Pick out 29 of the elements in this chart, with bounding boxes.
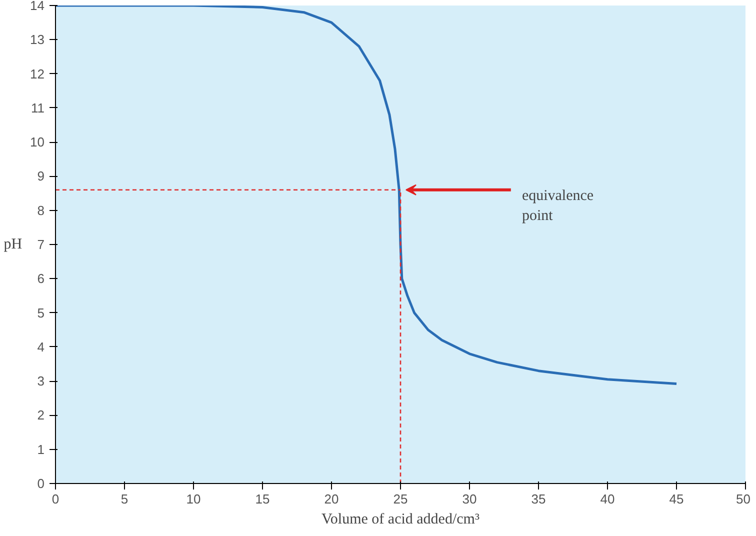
y-tick-label: 11 xyxy=(31,100,45,116)
y-tick-label: 4 xyxy=(37,339,45,354)
y-tick-label: 13 xyxy=(30,32,45,48)
x-tick-label: 25 xyxy=(393,492,408,506)
y-tick-label: 3 xyxy=(37,374,45,389)
x-tick-label: 40 xyxy=(600,492,615,506)
y-tick-label: 10 xyxy=(30,134,45,150)
x-tick-label: 0 xyxy=(52,492,60,506)
x-tick-label: 20 xyxy=(324,492,339,506)
annotation: equivalence point xyxy=(522,188,594,224)
x-tick-label: 15 xyxy=(255,492,270,506)
y-tick-label: 7 xyxy=(37,237,45,252)
y-axis-title: pH xyxy=(4,236,22,252)
x-tick-label: 35 xyxy=(531,492,546,506)
x-tick-label: 5 xyxy=(120,492,128,506)
y-tick-label: 1 xyxy=(37,442,45,457)
y-tick-label: 6 xyxy=(37,271,45,286)
x-tick-label: 50 xyxy=(736,492,751,506)
y-tick-label: 14 xyxy=(30,0,45,13)
y-tick-label: 9 xyxy=(37,168,45,184)
y-tick-label: 12 xyxy=(30,66,45,82)
x-axis-title: Volume of acid added/cm³ xyxy=(322,512,480,528)
y-tick-label: 5 xyxy=(37,305,45,320)
x-tick-label: 45 xyxy=(669,492,684,506)
y-tick-label: 0 xyxy=(37,476,45,491)
y-tick-label: 2 xyxy=(37,408,45,423)
y-tick-label: 8 xyxy=(37,202,45,218)
x-tick-label: 30 xyxy=(462,492,477,506)
x-tick-label: 10 xyxy=(186,492,201,506)
